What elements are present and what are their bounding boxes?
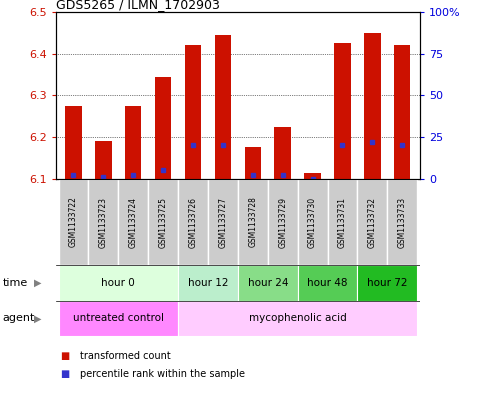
Text: GSM1133723: GSM1133723 [99, 196, 108, 248]
Bar [244, 147, 261, 179]
Text: ▶: ▶ [34, 313, 42, 323]
Text: untreated control: untreated control [73, 313, 164, 323]
Bar [208, 179, 238, 265]
Text: time: time [2, 278, 28, 288]
Bar [178, 301, 417, 336]
Text: percentile rank within the sample: percentile rank within the sample [80, 369, 245, 379]
Bar [88, 179, 118, 265]
Bar [58, 265, 178, 301]
Text: GSM1133728: GSM1133728 [248, 196, 257, 248]
Bar [298, 179, 327, 265]
Text: hour 0: hour 0 [101, 278, 135, 288]
Text: GSM1133731: GSM1133731 [338, 196, 347, 248]
Text: ■: ■ [60, 351, 70, 361]
Bar [215, 35, 231, 179]
Text: GDS5265 / ILMN_1702903: GDS5265 / ILMN_1702903 [56, 0, 219, 11]
Text: GSM1133724: GSM1133724 [129, 196, 138, 248]
Bar [148, 179, 178, 265]
Text: mycophenolic acid: mycophenolic acid [249, 313, 346, 323]
Bar [178, 265, 238, 301]
Text: GSM1133730: GSM1133730 [308, 196, 317, 248]
Bar [268, 179, 298, 265]
Text: GSM1133733: GSM1133733 [398, 196, 407, 248]
Text: ■: ■ [60, 369, 70, 379]
Bar [238, 265, 298, 301]
Text: ▶: ▶ [34, 278, 42, 288]
Text: hour 48: hour 48 [307, 278, 348, 288]
Bar [364, 33, 381, 179]
Bar [327, 179, 357, 265]
Bar [357, 179, 387, 265]
Bar [155, 77, 171, 179]
Text: GSM1133732: GSM1133732 [368, 196, 377, 248]
Bar [387, 179, 417, 265]
Bar [334, 43, 351, 179]
Text: hour 12: hour 12 [188, 278, 228, 288]
Text: GSM1133726: GSM1133726 [188, 196, 198, 248]
Bar [394, 45, 411, 179]
Bar [238, 179, 268, 265]
Text: GSM1133727: GSM1133727 [218, 196, 227, 248]
Bar [274, 127, 291, 179]
Bar [304, 173, 321, 179]
Bar [65, 106, 82, 179]
Text: transformed count: transformed count [80, 351, 170, 361]
Text: agent: agent [2, 313, 35, 323]
Bar [118, 179, 148, 265]
Bar [357, 265, 417, 301]
Bar [58, 301, 178, 336]
Bar [95, 141, 112, 179]
Text: hour 24: hour 24 [247, 278, 288, 288]
Bar [185, 45, 201, 179]
Text: GSM1133729: GSM1133729 [278, 196, 287, 248]
Text: hour 72: hour 72 [367, 278, 408, 288]
Bar [125, 106, 142, 179]
Bar [178, 179, 208, 265]
Bar [298, 265, 357, 301]
Bar [58, 179, 88, 265]
Text: GSM1133725: GSM1133725 [158, 196, 168, 248]
Text: GSM1133722: GSM1133722 [69, 196, 78, 248]
